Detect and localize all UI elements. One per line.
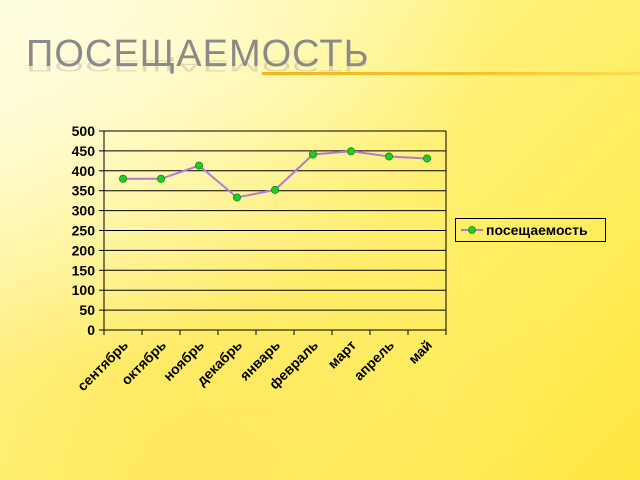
data-point	[422, 154, 431, 163]
data-point	[384, 152, 393, 161]
legend: посещаемость	[455, 218, 606, 242]
data-point	[156, 174, 165, 183]
data-point	[270, 185, 279, 194]
y-tick-label: 350	[72, 183, 96, 199]
y-tick-label: 150	[72, 262, 96, 278]
y-tick-label: 100	[72, 282, 96, 298]
data-point	[308, 150, 317, 159]
y-tick-label: 500	[72, 123, 96, 139]
legend-label: посещаемость	[486, 222, 588, 238]
x-tick-labels: сентябрьоктябрьноябрьдекабрьянварьфеврал…	[74, 337, 435, 394]
y-tick-label: 0	[87, 322, 95, 338]
x-tick-label: март	[324, 337, 359, 372]
x-tick-label: апрель	[350, 337, 397, 384]
axes	[99, 130, 447, 335]
y-tick-label: 200	[72, 242, 96, 258]
y-tick-label: 400	[72, 163, 96, 179]
legend-swatch-icon	[461, 226, 483, 234]
series-layer	[119, 147, 431, 202]
x-tick-label: май	[405, 337, 435, 367]
data-point	[119, 174, 128, 183]
y-tick-labels: 0 50 100 150 200 250 300 350 400 450 500	[72, 123, 96, 338]
y-tick-label: 50	[79, 302, 95, 318]
data-point	[346, 147, 355, 156]
y-tick-label: 450	[72, 143, 96, 159]
title-underline	[262, 72, 640, 75]
x-tick-label: сентябрь	[74, 337, 131, 394]
y-tick-label: 300	[72, 203, 96, 219]
slide-title-area: ПОСЕЩАЕМОСТЬ ПОСЕЩАЕМОСТЬ	[26, 34, 370, 94]
slide-title: ПОСЕЩАЕМОСТЬ	[26, 33, 370, 75]
data-point	[194, 161, 203, 170]
data-point	[232, 193, 241, 202]
y-tick-label: 250	[72, 223, 96, 239]
gridlines	[104, 130, 446, 331]
